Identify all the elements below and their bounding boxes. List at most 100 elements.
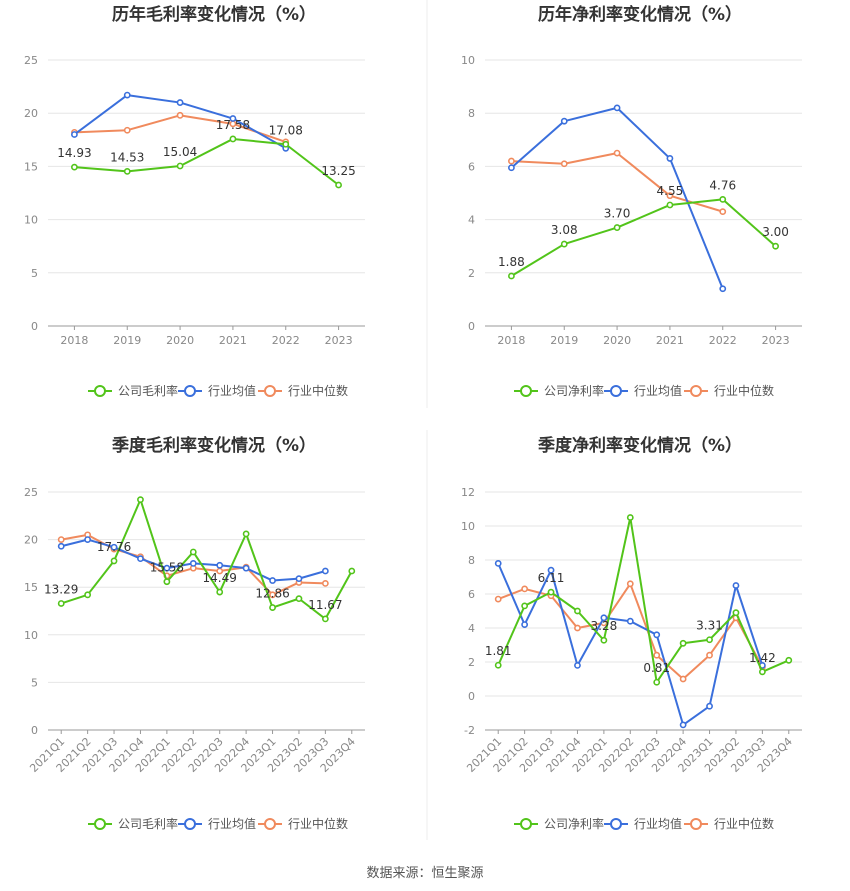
x-tick-label: 2022 (709, 334, 737, 347)
data-point-industry-median[interactable] (613, 149, 621, 157)
data-point-industry-avg[interactable] (242, 564, 250, 572)
data-point-company[interactable] (626, 514, 634, 521)
data-point-industry-avg[interactable] (719, 285, 727, 293)
data-point-industry-avg[interactable] (613, 104, 621, 112)
data-point-company[interactable] (679, 639, 687, 647)
data-point-industry-median[interactable] (560, 160, 568, 168)
data-point-industry-avg[interactable] (84, 536, 92, 543)
data-source-note: 数据来源：恒生聚源 (366, 866, 484, 881)
data-point-industry-avg[interactable] (574, 662, 581, 669)
data-point-industry-median[interactable] (176, 111, 184, 119)
data-point-company[interactable] (189, 548, 197, 556)
data-point-industry-avg[interactable] (706, 702, 713, 710)
data-point-company[interactable] (335, 181, 342, 189)
data-point-industry-avg[interactable] (732, 582, 740, 589)
data-point-industry-avg[interactable] (679, 721, 687, 729)
data-point-industry-median[interactable] (706, 651, 713, 659)
data-point-industry-median[interactable] (679, 675, 687, 683)
data-point-industry-avg[interactable] (547, 566, 555, 574)
data-point-industry-median[interactable] (321, 579, 329, 587)
data-point-industry-avg[interactable] (216, 561, 224, 569)
data-point-industry-avg[interactable] (123, 91, 131, 99)
data-point-industry-median[interactable] (719, 208, 727, 216)
data-point-industry-avg[interactable] (295, 575, 303, 583)
data-point-industry-avg[interactable] (176, 99, 184, 106)
data-point-industry-avg[interactable] (494, 560, 502, 567)
data-point-industry-avg[interactable] (626, 617, 634, 625)
data-point-company[interactable] (666, 201, 674, 209)
data-point-company[interactable] (613, 224, 621, 231)
data-point-company[interactable] (282, 140, 290, 148)
data-point-company[interactable] (242, 530, 250, 538)
data-point-industry-avg[interactable] (653, 631, 661, 639)
data-point-industry-median[interactable] (653, 651, 661, 659)
data-point-industry-avg[interactable] (189, 560, 197, 567)
legend-item-industry-avg[interactable]: 行业均值 (604, 383, 682, 398)
legend-item-company[interactable]: 公司毛利率 (88, 383, 178, 398)
data-point-company[interactable] (574, 607, 581, 615)
data-point-company[interactable] (71, 163, 78, 171)
data-point-industry-median[interactable] (123, 126, 131, 134)
data-point-industry-avg[interactable] (137, 555, 144, 563)
data-point-company[interactable] (84, 591, 92, 599)
data-point-industry-avg[interactable] (163, 564, 171, 572)
data-point-industry-median[interactable] (521, 585, 529, 593)
data-point-industry-avg[interactable] (71, 131, 78, 138)
data-point-company[interactable] (216, 588, 224, 596)
data-point-company[interactable] (321, 615, 329, 623)
legend-label: 行业均值 (634, 383, 682, 398)
legend-circle-marker (184, 385, 196, 397)
data-point-company[interactable] (494, 661, 502, 669)
data-point-industry-avg[interactable] (57, 542, 65, 550)
legend-item-industry-avg[interactable]: 行业均值 (604, 816, 682, 831)
data-point-company[interactable] (600, 636, 608, 644)
data-point-industry-median[interactable] (508, 157, 515, 165)
data-point-industry-median[interactable] (666, 192, 674, 200)
data-point-industry-median[interactable] (269, 591, 276, 599)
data-point-industry-avg[interactable] (508, 164, 515, 172)
legend-item-company[interactable]: 公司毛利率 (88, 816, 178, 831)
data-point-industry-avg[interactable] (666, 155, 674, 162)
data-point-company[interactable] (758, 668, 766, 676)
legend-item-company[interactable]: 公司净利率 (514, 816, 604, 831)
data-point-industry-median[interactable] (626, 580, 634, 588)
data-point-industry-median[interactable] (574, 624, 581, 632)
data-point-company[interactable] (57, 600, 65, 607)
data-point-company[interactable] (719, 195, 727, 203)
data-point-company[interactable] (706, 636, 713, 644)
data-point-industry-avg[interactable] (521, 621, 529, 628)
data-point-company[interactable] (229, 135, 237, 143)
data-point-company[interactable] (137, 496, 144, 504)
data-point-company[interactable] (123, 168, 131, 175)
legend-item-industry-median[interactable]: 行业中位数 (258, 816, 348, 831)
data-point-company[interactable] (560, 240, 568, 248)
legend-item-industry-avg[interactable]: 行业均值 (178, 816, 256, 831)
data-point-company[interactable] (521, 602, 529, 610)
legend-item-industry-median[interactable]: 行业中位数 (684, 383, 774, 398)
data-point-company[interactable] (176, 162, 184, 170)
data-point-company[interactable] (547, 588, 555, 596)
data-point-industry-avg[interactable] (269, 577, 276, 584)
data-point-industry-avg[interactable] (600, 614, 608, 622)
data-point-company[interactable] (348, 567, 356, 575)
data-point-company[interactable] (653, 678, 661, 686)
legend-item-industry-median[interactable]: 行业中位数 (258, 383, 348, 398)
data-point-company[interactable] (295, 595, 303, 603)
data-point-company[interactable] (163, 578, 171, 586)
data-point-industry-median[interactable] (494, 595, 502, 603)
data-point-industry-avg[interactable] (321, 567, 329, 575)
data-point-industry-avg[interactable] (110, 543, 118, 551)
legend-item-company[interactable]: 公司净利率 (514, 383, 604, 398)
data-point-company[interactable] (508, 272, 515, 280)
data-point-industry-median[interactable] (57, 536, 65, 543)
data-point-company[interactable] (772, 242, 779, 250)
legend-item-industry-avg[interactable]: 行业均值 (178, 383, 256, 398)
data-point-company[interactable] (110, 557, 118, 565)
data-point-industry-avg[interactable] (229, 115, 237, 122)
data-point-company[interactable] (732, 609, 740, 617)
data-point-company[interactable] (269, 604, 276, 611)
data-point-company[interactable] (785, 656, 793, 664)
series-line-company (510, 198, 777, 277)
data-point-industry-avg[interactable] (560, 117, 568, 125)
legend-item-industry-median[interactable]: 行业中位数 (684, 816, 774, 831)
